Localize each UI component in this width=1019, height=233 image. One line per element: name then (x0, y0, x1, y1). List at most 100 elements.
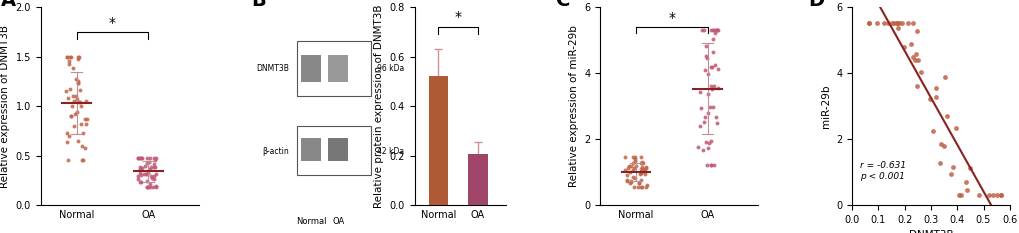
Text: *: * (667, 11, 675, 25)
Point (945, 165, 961, 169)
Point (979, 193, 996, 197)
Point (707, 116, 723, 119)
Point (943, 172, 959, 176)
Point (131, 167, 148, 171)
Point (632, 173, 648, 176)
Point (73, 144, 90, 148)
Point (638, 185, 654, 189)
Point (70, 81, 87, 85)
Text: DNMT3B: DNMT3B (256, 64, 288, 73)
Point (67, 78, 84, 81)
Point (132, 180, 149, 183)
Point (709, 28, 726, 32)
Point (860, 22, 876, 25)
Point (627, 176, 643, 180)
Y-axis label: Relative protein expression of DNMT3B: Relative protein expression of DNMT3B (374, 4, 384, 208)
Point (141, 160, 157, 164)
Point (698, 56, 714, 60)
Point (952, 193, 968, 197)
Point (132, 173, 149, 177)
Point (689, 145, 705, 149)
Bar (297, 126, 371, 175)
Point (624, 175, 640, 179)
Point (961, 166, 977, 169)
Point (886, 22, 902, 25)
Point (698, 140, 714, 144)
Point (147, 165, 163, 169)
Point (616, 155, 633, 159)
Point (59, 55, 75, 58)
Point (893, 22, 909, 25)
Point (947, 126, 963, 130)
Point (630, 181, 646, 185)
Point (907, 52, 923, 56)
Point (68, 94, 85, 98)
Y-axis label: miR-29b: miR-29b (819, 84, 829, 128)
Point (60, 159, 76, 162)
Point (625, 168, 641, 172)
Point (619, 179, 635, 183)
Point (694, 148, 710, 152)
Point (875, 22, 892, 25)
Point (699, 72, 715, 76)
Point (146, 162, 162, 166)
Point (146, 177, 162, 181)
Point (703, 65, 719, 69)
Point (702, 85, 718, 88)
Point (69, 80, 86, 83)
Point (129, 156, 146, 159)
Point (148, 173, 164, 176)
Point (622, 171, 638, 174)
Point (59, 55, 75, 58)
Text: C: C (555, 0, 570, 10)
Point (130, 175, 147, 178)
Point (138, 172, 154, 176)
Point (65, 94, 82, 98)
Point (146, 174, 162, 178)
Text: β-actin: β-actin (262, 147, 288, 156)
Point (61, 88, 77, 91)
Point (145, 176, 161, 180)
Point (67, 112, 84, 116)
Text: r = -0.631
p < 0.001: r = -0.631 p < 0.001 (859, 161, 905, 181)
Point (957, 180, 973, 184)
Text: *: * (454, 10, 462, 24)
Text: B: B (252, 0, 266, 10)
Point (620, 166, 636, 170)
Point (63, 114, 79, 118)
Point (626, 159, 642, 163)
Point (633, 155, 649, 159)
Point (883, 22, 900, 25)
Point (932, 143, 949, 146)
Point (632, 171, 648, 175)
Point (908, 84, 924, 88)
Point (145, 185, 161, 189)
Point (626, 157, 642, 161)
Point (704, 51, 720, 54)
Point (622, 180, 638, 184)
Point (73, 122, 90, 126)
Point (148, 184, 164, 188)
Point (70, 55, 87, 59)
Point (139, 161, 155, 164)
Text: *: * (109, 16, 116, 30)
Point (983, 193, 1000, 197)
Point (61, 59, 77, 63)
Point (61, 134, 77, 138)
Point (703, 65, 719, 69)
Point (890, 22, 906, 25)
Point (704, 105, 720, 109)
Point (878, 22, 895, 25)
Point (699, 93, 715, 96)
Point (696, 68, 712, 72)
Bar (328, 138, 347, 161)
Bar (428, 76, 448, 205)
Point (697, 45, 713, 48)
Point (69, 81, 86, 85)
Point (625, 161, 641, 165)
Point (142, 156, 158, 160)
Point (72, 88, 89, 92)
Point (143, 185, 159, 189)
Point (74, 159, 91, 162)
Point (868, 22, 884, 25)
